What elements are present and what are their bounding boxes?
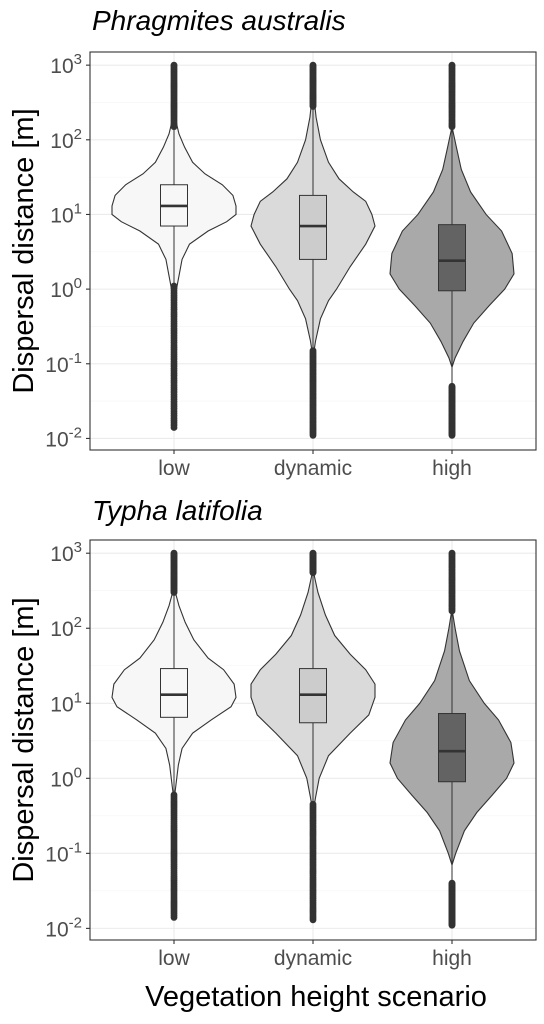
y-tick-label: 100 <box>50 764 82 791</box>
y-tick-label: 100 <box>50 275 82 302</box>
x-tick-label: high <box>432 947 472 970</box>
x-tick-label: dynamic <box>274 457 352 480</box>
outlier-point <box>448 61 456 69</box>
outlier-point <box>309 61 317 69</box>
y-tick-label: 102 <box>50 614 82 641</box>
y-tick-label: 103 <box>50 539 82 566</box>
y-axis-label-top: Dispersal distance [m] <box>8 108 40 393</box>
outlier-point <box>170 61 178 69</box>
y-tick-label: 103 <box>50 51 82 78</box>
panel-title: Phragmites australis <box>92 5 346 36</box>
iqr-box <box>438 713 466 783</box>
y-tick-label: 101 <box>50 200 82 227</box>
outlier-point <box>448 549 456 557</box>
y-tick-label: 10-2 <box>45 914 82 941</box>
y-tick-label: 10-2 <box>45 424 82 451</box>
violin-high <box>389 549 515 929</box>
y-tick-label: 101 <box>50 689 82 716</box>
y-tick-label: 10-1 <box>45 839 82 866</box>
x-tick-label: high <box>432 457 472 480</box>
outlier-points <box>170 61 178 431</box>
x-tick-label: low <box>158 457 190 480</box>
violin-low <box>111 61 237 431</box>
x-axis-label: Vegetation height scenario <box>145 981 487 1013</box>
outlier-points <box>448 61 456 439</box>
iqr-box <box>438 224 466 292</box>
panel-title: Typha latifolia <box>92 495 263 526</box>
y-tick-label: 102 <box>50 126 82 153</box>
violin-dynamic <box>250 549 376 924</box>
violin-low <box>111 549 237 921</box>
chart-panel: Phragmites australis 10-2 10-1 100 101 102 103… <box>45 5 537 480</box>
outlier-points <box>309 549 317 924</box>
y-axis-label-bottom: Dispersal distance [m] <box>8 597 40 882</box>
outlier-points <box>170 549 178 921</box>
iqr-box <box>299 194 327 260</box>
outlier-point <box>170 791 178 799</box>
outlier-point <box>170 282 178 290</box>
iqr-box <box>160 668 188 718</box>
outlier-point <box>309 549 317 557</box>
x-tick-label: low <box>158 947 190 970</box>
x-tick-label: dynamic <box>274 947 352 970</box>
chart-panel: Typha latifolia 10-2 10-1 100 101 102 103 low dy… <box>45 495 537 970</box>
outlier-points <box>448 549 456 929</box>
y-tick-label: 10-1 <box>45 350 82 377</box>
outlier-point <box>170 549 178 557</box>
violin-high <box>389 61 515 439</box>
violin-dynamic <box>250 61 376 439</box>
